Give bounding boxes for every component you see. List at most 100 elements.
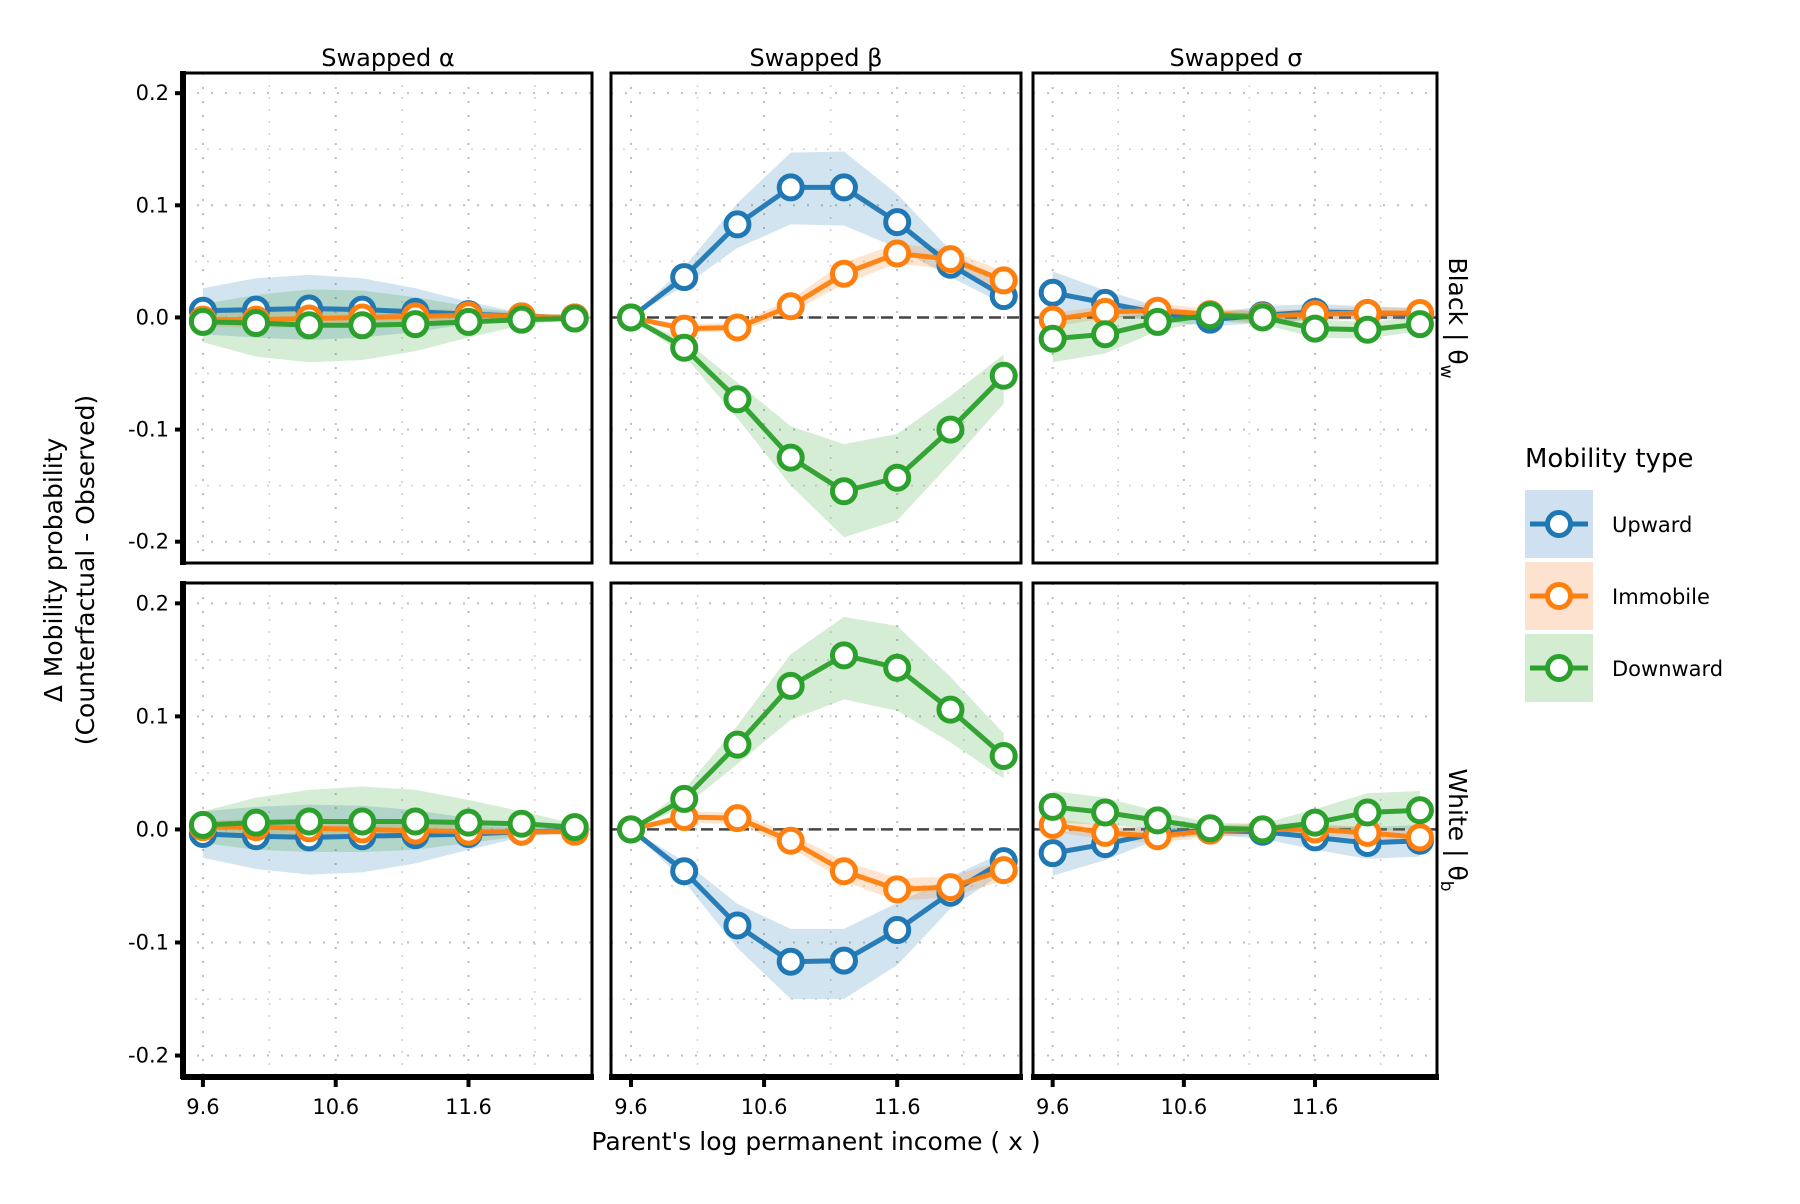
data-point-immobile — [1091, 297, 1120, 326]
data-point-downward — [507, 305, 536, 334]
data-point-downward — [1038, 324, 1067, 353]
data-point-downward — [1248, 303, 1277, 332]
data-point-downward — [188, 307, 217, 336]
y-axis-title: Δ Mobility probability (Counterfactual -… — [39, 395, 100, 745]
row-strip-labels: Black | θw White | θb — [1436, 257, 1472, 891]
data-point-immobile — [723, 804, 752, 833]
data-point-downward — [829, 477, 858, 506]
facet-title-swapped-beta: Swapped β — [750, 44, 883, 72]
data-point-downward — [507, 809, 536, 838]
plot-area — [1033, 791, 1437, 876]
data-point-downward — [560, 813, 589, 842]
legend-item-immobile: Immobile — [1525, 562, 1710, 630]
data-point-downward — [1143, 307, 1172, 336]
data-point-downward — [1405, 796, 1434, 825]
x-tick-label: 9.6 — [186, 1095, 219, 1119]
panel-r1-c1: 9.6 10.6 11.6 — [609, 581, 1023, 1119]
data-point-downward — [670, 784, 699, 813]
legend-key-marker — [1545, 582, 1573, 610]
data-point-immobile — [883, 875, 912, 904]
data-point-downward — [188, 810, 217, 839]
y-axis-title-line-2: (Counterfactual - Observed) — [71, 395, 100, 745]
data-point-immobile — [936, 245, 965, 274]
data-point-downward — [1301, 314, 1330, 343]
data-point-downward — [348, 807, 377, 836]
data-point-upward — [670, 857, 699, 886]
x-tick-label: 10.6 — [741, 1095, 788, 1119]
data-point-downward — [829, 641, 858, 670]
data-point-downward — [1248, 815, 1277, 844]
data-point-downward — [616, 303, 645, 332]
panel-frame — [609, 71, 1023, 565]
data-point-downward — [1196, 814, 1225, 843]
legend-label-immobile: Immobile — [1612, 585, 1710, 609]
y-tick-label: 0.2 — [136, 591, 169, 615]
plot-area — [188, 786, 589, 875]
data-point-immobile — [776, 292, 805, 321]
panels: 0.2 0.1 0.0 -0.1 -0.2 0.2 0.1 0.0 -0.1 -0.2 9.6 10.… — [128, 71, 1439, 1119]
legend-title: Mobility type — [1525, 444, 1693, 474]
legend-item-upward: Upward — [1525, 490, 1692, 558]
row-label-black-text: Black | θ — [1443, 257, 1472, 364]
row-label-black-subscript: w — [1436, 365, 1456, 379]
x-tick-label: 11.6 — [1292, 1095, 1339, 1119]
legend-item-downward: Downward — [1525, 634, 1723, 702]
data-point-downward — [1038, 792, 1067, 821]
data-point-downward — [454, 307, 483, 336]
y-tick-label: -0.2 — [128, 1044, 169, 1068]
data-point-downward — [776, 443, 805, 472]
data-point-upward — [829, 173, 858, 202]
plot-area — [611, 616, 1021, 999]
data-point-downward — [1301, 808, 1330, 837]
row-label-white: White | θb — [1436, 768, 1472, 891]
legend-label-upward: Upward — [1612, 513, 1692, 537]
data-point-upward — [883, 208, 912, 237]
x-tick-label: 10.6 — [312, 1095, 359, 1119]
legend-label-downward: Downward — [1612, 657, 1723, 681]
data-point-downward — [723, 385, 752, 414]
legend-key-marker — [1545, 510, 1573, 538]
data-point-downward — [1353, 798, 1382, 827]
data-point-downward — [936, 695, 965, 724]
data-point-upward — [776, 947, 805, 976]
gridlines — [183, 73, 592, 563]
y-tick-label: 0.2 — [136, 81, 169, 105]
data-point-upward — [776, 173, 805, 202]
data-point-immobile — [989, 856, 1018, 885]
y-axis-title-line-1: Δ Mobility probability — [39, 438, 68, 703]
data-point-downward — [242, 309, 271, 338]
data-point-downward — [670, 333, 699, 362]
data-point-upward — [670, 263, 699, 292]
data-point-downward — [1353, 315, 1382, 344]
facet-title-swapped-alpha: Swapped α — [321, 44, 455, 72]
data-point-downward — [1091, 320, 1120, 349]
confidence-band-upward — [630, 151, 1004, 318]
panel-frame — [1031, 71, 1439, 565]
y-tick-label: 0.0 — [136, 305, 169, 329]
data-point-upward — [1038, 278, 1067, 307]
y-tick-label: -0.1 — [128, 418, 169, 442]
data-point-upward — [829, 946, 858, 975]
plot-area — [188, 274, 589, 363]
x-axis-title: Parent's log permanent income ( x ) — [591, 1127, 1040, 1156]
x-tick-label: 11.6 — [445, 1095, 492, 1119]
y-tick-label: -0.2 — [128, 530, 169, 554]
gridlines — [183, 583, 592, 1077]
data-point-downward — [1405, 310, 1434, 339]
row-label-black: Black | θw — [1436, 257, 1472, 378]
data-point-downward — [883, 653, 912, 682]
data-point-immobile — [776, 826, 805, 855]
data-point-downward — [989, 361, 1018, 390]
data-point-upward — [723, 210, 752, 239]
y-tick-label: 0.0 — [136, 817, 169, 841]
facet-title-swapped-sigma: Swapped σ — [1170, 44, 1303, 72]
data-point-downward — [295, 311, 324, 340]
legend: Mobility type Upward Immobile Downward — [1525, 444, 1723, 702]
confidence-band-upward — [630, 829, 1004, 999]
row-label-white-text: White | θ — [1443, 768, 1472, 880]
data-point-immobile — [829, 259, 858, 288]
legend-items: Upward Immobile Downward — [1525, 490, 1723, 702]
x-tick-label: 9.6 — [1036, 1095, 1069, 1119]
x-tick-label: 9.6 — [614, 1095, 647, 1119]
